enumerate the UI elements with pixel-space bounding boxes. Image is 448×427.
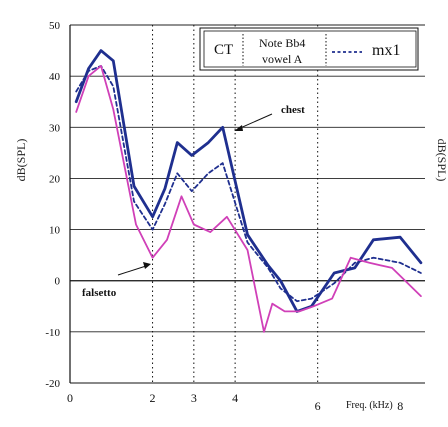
annotation-falsetto-label: falsetto xyxy=(82,287,117,299)
legend: CT Note Bb4 vowel A mx1 xyxy=(199,27,419,71)
annotation-falsetto: falsetto xyxy=(82,262,151,299)
x-tick-label: 8 xyxy=(397,399,403,413)
x-tick-label: 4 xyxy=(232,391,238,405)
legend-inner-frame xyxy=(203,30,417,68)
legend-note-line1: Note Bb4 xyxy=(259,36,305,50)
y-axis-label: dB(SPL) xyxy=(14,139,28,182)
y-tick-label: 20 xyxy=(49,173,61,185)
legend-ct-label: CT xyxy=(214,42,233,58)
x-tick-label: 2 xyxy=(150,391,156,405)
legend-note-line2: vowel A xyxy=(262,52,303,66)
y-tick-label: -10 xyxy=(45,327,60,339)
y-tick-label: 10 xyxy=(49,225,61,237)
legend-frame xyxy=(199,27,419,71)
y-tick-label: -20 xyxy=(45,378,60,390)
y-tick-label: 30 xyxy=(49,122,61,134)
annotation-chest-label: chest xyxy=(281,104,305,116)
x-tick-label: 3 xyxy=(191,391,197,405)
annotation-falsetto-arrow xyxy=(117,265,147,276)
axis-layer: 50 40 30 20 10 0 -10 -20 0 2 3 4 6 8 xyxy=(45,20,425,413)
annotation-chest-arrow xyxy=(237,113,273,130)
series-layer xyxy=(74,49,423,333)
annotation-chest: chest xyxy=(234,104,305,131)
y-axis-label-right: dB(SPL) xyxy=(435,139,448,182)
grid-layer xyxy=(70,24,425,384)
x-axis-label: Freq. (kHz) xyxy=(346,400,393,411)
series-line-falsetto xyxy=(75,65,422,333)
annotation-falsetto-arrowhead xyxy=(143,262,151,269)
series-line-mx1 xyxy=(75,65,422,303)
x-tick-label: 6 xyxy=(315,399,321,413)
annotation-chest-arrowhead xyxy=(234,125,243,131)
y-tick-label: 0 xyxy=(55,276,61,288)
y-tick-label: 50 xyxy=(49,20,61,32)
y-tick-label: 40 xyxy=(49,71,61,83)
legend-mx1-label: mx1 xyxy=(372,42,400,59)
x-tick-label: 0 xyxy=(67,391,73,405)
